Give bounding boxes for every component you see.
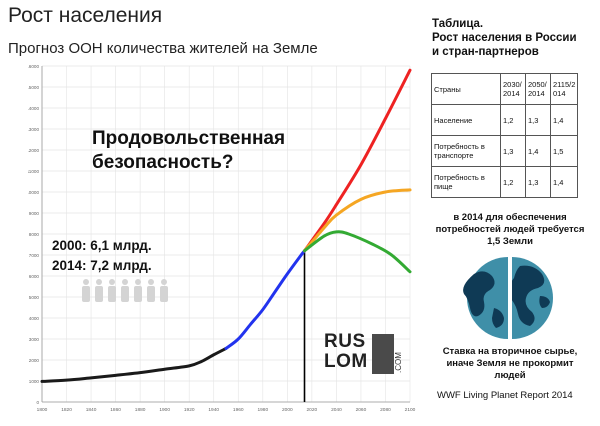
table-cell: 1,2 — [500, 104, 526, 136]
chart-subtitle: Прогноз ООН количества жителей на Земле — [8, 40, 318, 57]
person-icon — [108, 279, 116, 302]
watermark-com: .COM — [393, 352, 403, 373]
person-icon — [95, 279, 103, 302]
growth-table: Страны 2030/ 2014 2050/ 2014 2115/2 014 … — [431, 73, 579, 198]
y-tick-label: 1000 — [29, 379, 40, 384]
y-tick-label: 13000 — [28, 127, 39, 132]
y-tick-label: 7000 — [29, 253, 40, 258]
x-tick-label: 1940 — [208, 407, 219, 413]
slide-title: Рост населения — [8, 4, 163, 27]
food-security-question-line1: Продовольственная — [92, 128, 286, 149]
source-citation: WWF Living Planet Report 2014 — [437, 390, 573, 401]
series-line-2 — [303, 68, 412, 253]
table-row: Потребность в пище 1,2 1,3 1,4 — [431, 166, 579, 198]
food-security-question-line2: безопасность? — [92, 152, 234, 173]
table-title-line1: Таблица. — [432, 18, 484, 30]
table-header-row: Страны 2030/ 2014 2050/ 2014 2115/2 014 — [431, 73, 579, 105]
split-globe-icon — [463, 257, 553, 339]
y-tick-label: 4000 — [29, 316, 40, 321]
person-icon — [147, 279, 155, 302]
table-cell: Потребность в транспорте — [431, 135, 501, 167]
y-tick-label: 11000 — [28, 169, 39, 174]
y-tick-label: 16000 — [28, 64, 39, 69]
watermark-lom: LOM — [324, 351, 368, 372]
x-tick-label: 1980 — [257, 407, 268, 413]
people-icons — [82, 279, 168, 302]
x-tick-label: 1920 — [184, 407, 195, 413]
table-cell: Потребность в пище — [431, 166, 501, 198]
person-icon — [134, 279, 142, 302]
earth-need-note: в 2014 для обеспечения потребностей люде… — [435, 212, 585, 247]
chart-series — [40, 68, 412, 402]
x-tick-label: 1900 — [159, 407, 170, 413]
table-cell: 1,5 — [549, 135, 579, 167]
table-cell: 1,4 — [549, 166, 579, 198]
x-tick-label: 2060 — [356, 407, 367, 413]
table-header-cell: 2050/ 2014 — [525, 73, 551, 105]
series-line-4 — [303, 230, 412, 274]
y-tick-label: 9000 — [29, 211, 40, 216]
x-tick-label: 1960 — [233, 407, 244, 413]
person-icon — [121, 279, 129, 302]
y-tick-label: 3000 — [29, 337, 40, 342]
watermark-rus: RUS — [324, 331, 366, 352]
table-header-cell: 2030/ 2014 — [500, 73, 526, 105]
x-tick-label: 2080 — [380, 407, 391, 413]
x-tick-label: 1800 — [37, 407, 48, 413]
y-tick-label: 14000 — [28, 106, 39, 111]
x-tick-label: 2000 — [282, 407, 293, 413]
stat-2000: 2000: 6,1 млрд. — [52, 238, 152, 253]
y-tick-label: 15000 — [28, 85, 39, 90]
table-row: Потребность в транспорте 1,3 1,4 1,5 — [431, 135, 579, 167]
table-row: Население 1,2 1,3 1,4 — [431, 104, 579, 136]
table-header-cell: 2115/2 014 — [549, 73, 579, 105]
recycling-note: Ставка на вторичное сырье, иначе Земля н… — [442, 346, 578, 381]
table-cell: 1,3 — [500, 135, 526, 167]
x-tick-label: 2100 — [405, 407, 416, 413]
person-icon — [160, 279, 168, 302]
table-title: Таблица. Рост населения в России и стран… — [432, 17, 577, 59]
y-tick-label: 0 — [36, 400, 39, 405]
x-tick-label: 1840 — [86, 407, 97, 413]
table-cell: 1,3 — [525, 166, 551, 198]
y-tick-label: 8000 — [29, 232, 40, 237]
person-icon — [82, 279, 90, 302]
ruslom-watermark: RUS LOM .COM — [324, 332, 410, 382]
y-tick-label: 12000 — [28, 148, 39, 153]
y-tick-label: 6000 — [29, 274, 40, 279]
table-cell: 1,2 — [500, 166, 526, 198]
series-line-0 — [40, 346, 228, 383]
chart-axes: 0 1000 2000 3000 4000 5000 6000 7000 8000 9000 100… — [28, 64, 416, 413]
series-line-3 — [303, 188, 412, 253]
table-cell: Население — [431, 104, 501, 136]
y-tick-label: 2000 — [29, 358, 40, 363]
table-cell: 1,3 — [525, 104, 551, 136]
table-cell: 1,4 — [525, 135, 551, 167]
y-tick-label: 5000 — [29, 295, 40, 300]
x-tick-label: 1860 — [110, 407, 121, 413]
table-cell: 1,4 — [549, 104, 579, 136]
series-line-1 — [224, 249, 307, 350]
y-tick-label: 10000 — [28, 190, 39, 195]
table-title-line2: Рост населения в России — [432, 32, 577, 44]
x-tick-label: 1820 — [61, 407, 72, 413]
population-chart: 0 1000 2000 3000 4000 5000 6000 7000 8000 9000 100… — [28, 64, 416, 413]
x-tick-label: 2040 — [331, 407, 342, 413]
x-tick-label: 1880 — [135, 407, 146, 413]
stat-2014: 2014: 7,2 млрд. — [52, 258, 152, 273]
x-tick-label: 2020 — [307, 407, 318, 413]
table-header-cell: Страны — [431, 73, 501, 105]
watermark-logo-icon — [372, 334, 394, 374]
table-title-line3: и стран-партнеров — [432, 46, 539, 58]
